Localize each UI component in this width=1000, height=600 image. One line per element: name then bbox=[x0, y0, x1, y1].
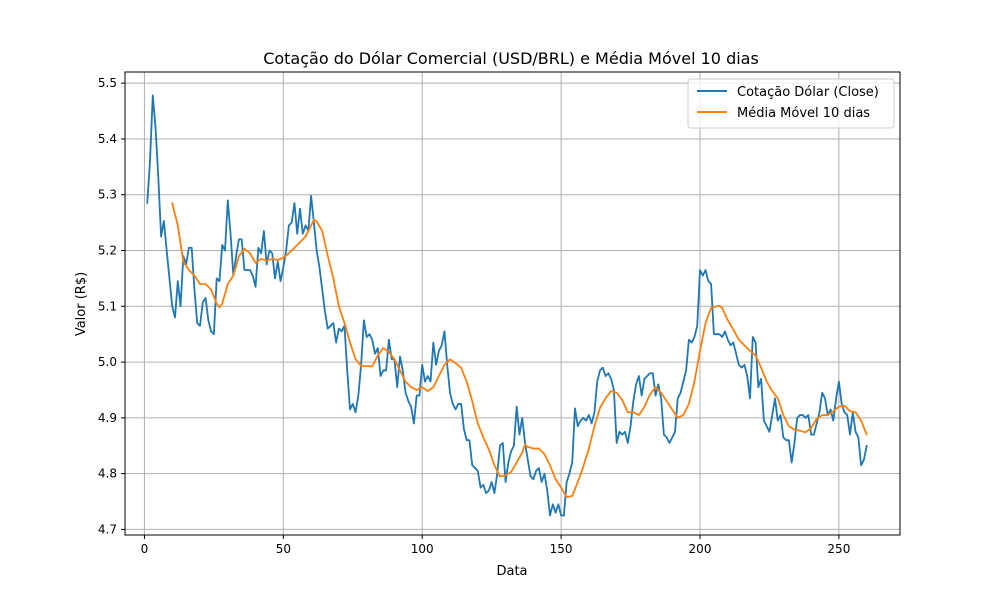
legend-label-close: Cotação Dólar (Close) bbox=[737, 85, 879, 100]
legend-label-moving-average: Média Móvel 10 dias bbox=[737, 106, 870, 121]
tick-layer: 0 50 100 150 200 250 4.7 4.8 4.9 5.0 5.1 5.2 5.3 5.4 5… bbox=[98, 76, 850, 556]
x-tick-label: 100 bbox=[411, 542, 434, 556]
x-tick-label: 200 bbox=[689, 542, 712, 556]
y-tick-label: 5.5 bbox=[98, 76, 117, 90]
y-tick-label: 5.2 bbox=[98, 244, 117, 258]
x-tick-label: 0 bbox=[141, 542, 149, 556]
series-layer bbox=[146, 94, 868, 517]
y-tick-label: 5.1 bbox=[98, 299, 117, 313]
series-line-close bbox=[146, 94, 868, 517]
y-tick-label: 5.3 bbox=[98, 188, 117, 202]
x-tick-label: 150 bbox=[550, 542, 573, 556]
chart-title: Cotação do Dólar Comercial (USD/BRL) e M… bbox=[263, 49, 759, 68]
grid-layer bbox=[125, 72, 900, 535]
y-tick-label: 4.9 bbox=[98, 411, 117, 425]
series-line-moving-average bbox=[171, 202, 868, 498]
legend-box bbox=[687, 78, 895, 129]
y-tick-label: 4.8 bbox=[98, 467, 117, 481]
x-axis-label: Data bbox=[496, 564, 527, 579]
plot-frame bbox=[124, 71, 901, 536]
x-tick-label: 50 bbox=[276, 542, 291, 556]
x-tick-label: 250 bbox=[827, 542, 850, 556]
y-tick-label: 4.7 bbox=[98, 522, 117, 536]
y-tick-label: 5.0 bbox=[98, 355, 117, 369]
y-axis-label: Valor (R$) bbox=[74, 272, 89, 336]
y-tick-label: 5.4 bbox=[98, 132, 117, 146]
legend: Cotação Dólar (Close) Média Móvel 10 dia… bbox=[687, 78, 895, 129]
